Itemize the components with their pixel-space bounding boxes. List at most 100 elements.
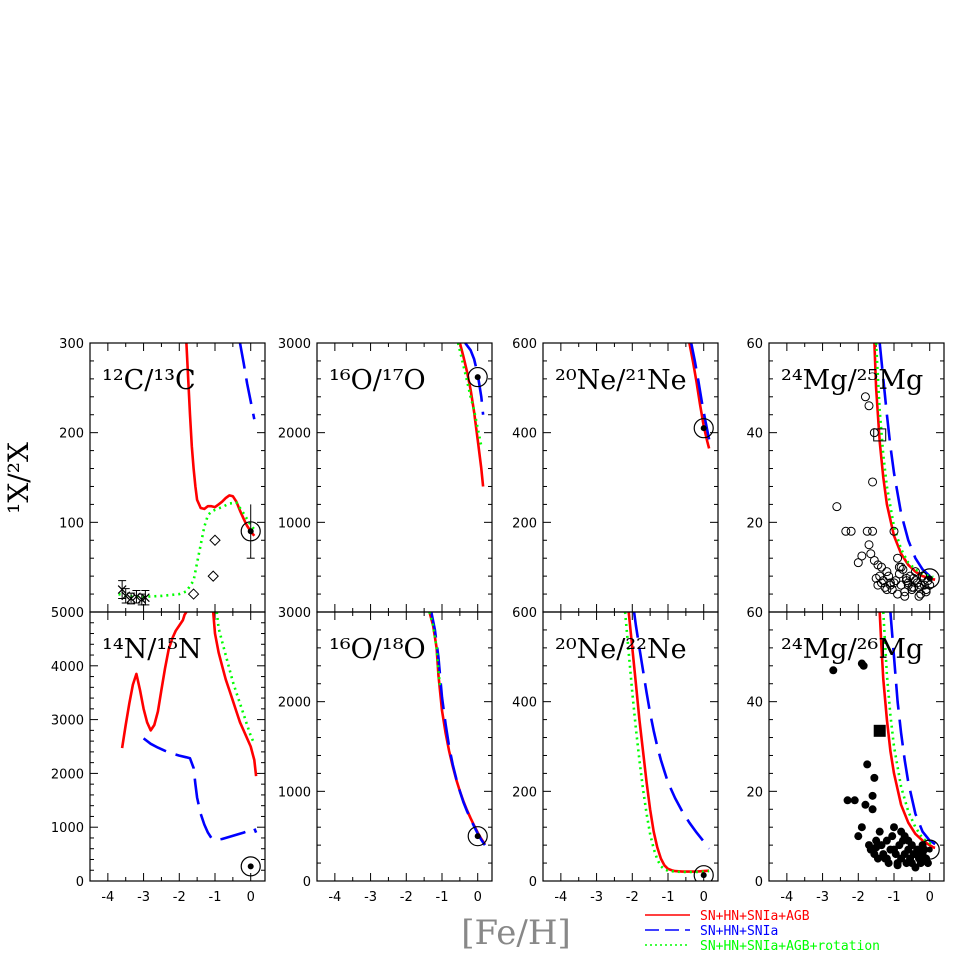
open-circle-marker [889, 578, 899, 588]
filled-circle-marker [859, 661, 868, 670]
panel-title: ²⁴Mg/²⁵Mg [781, 365, 923, 396]
filled-circle-marker [890, 823, 898, 832]
y-tick-label: 200 [512, 516, 537, 531]
filled-circle-marker [843, 796, 852, 805]
x-tick-label: -2 [400, 890, 413, 905]
solar-marker [693, 418, 714, 439]
x-axis-label: [Fe/H] [461, 913, 571, 953]
panel-title: ¹⁶O/¹⁷O [329, 365, 426, 396]
open-circle-marker [832, 502, 842, 512]
y-tick-label: 3000 [278, 606, 311, 621]
cross-error-bar [118, 580, 127, 600]
x-tick-label: 0 [926, 890, 934, 905]
series-line [120, 612, 188, 749]
series-line [464, 343, 485, 415]
panel-o16-o17: 1000 2000 3000 ¹⁶O/¹⁷O [278, 337, 493, 613]
open-circle-marker [860, 392, 870, 402]
open-circle-marker [894, 562, 904, 572]
diamond-marker [207, 570, 219, 582]
series-line [238, 343, 256, 420]
series-line [688, 343, 711, 449]
x-tick-label: -4 [328, 890, 341, 905]
diamond-marker [187, 588, 200, 600]
filled-circle-marker [861, 800, 870, 809]
open-circle-marker [864, 401, 874, 411]
series-line [627, 612, 710, 873]
open-circle-marker [877, 578, 886, 588]
series-line [185, 343, 256, 537]
y-tick-label: 60 [746, 337, 763, 352]
panel-frame [768, 611, 945, 882]
filled-circle-marker [868, 791, 877, 800]
filled-circle-marker [850, 796, 859, 805]
legend-entry: SN+HN+SNIa+AGB+rotation [700, 939, 880, 954]
panel-title: ¹²C/¹³C [102, 365, 196, 396]
x-tick-label: -4 [780, 890, 793, 905]
series-line [458, 343, 485, 487]
series-line [430, 612, 486, 846]
x-tick-label: -4 [101, 890, 114, 905]
panel-mg24-mg26: 0 20 40 60 -4 -3 -2 -1 0 ²⁴Mg/²⁶Mg [746, 606, 945, 905]
filled-circle-marker [872, 843, 881, 852]
filled-circle-marker [893, 861, 902, 870]
filled-circle-marker [863, 760, 872, 769]
x-tick-label: -2 [626, 890, 639, 905]
y-tick-label: 40 [746, 427, 763, 442]
y-tick-label: 4000 [51, 660, 84, 675]
diamond-marker [209, 534, 221, 546]
plot-area [456, 343, 488, 487]
cross-error-bar [127, 592, 136, 605]
series-line [118, 501, 256, 599]
x-tick-label: 0 [700, 890, 708, 905]
x-tick-label: -1 [888, 890, 901, 905]
x-tick-label: -3 [816, 890, 829, 905]
open-circle-marker [902, 573, 911, 583]
x-tick-label: -4 [554, 890, 567, 905]
solar-marker-dot [247, 528, 254, 535]
y-tick-label: 600 [512, 337, 537, 352]
open-circle-marker [910, 567, 920, 577]
open-circle-marker [910, 576, 920, 586]
plot-area [829, 612, 940, 872]
panel-o16-o18: 0 1000 2000 3000 -4 -3 -2 -1 0 ¹⁶O/¹⁸O [278, 606, 493, 905]
x-tick-label: -3 [364, 890, 377, 905]
cross-error-bar [132, 589, 141, 604]
open-circle-marker [869, 428, 879, 438]
filled-circle-marker [923, 859, 932, 868]
panel-ne20-ne22: 0 200 400 600 -4 -3 -2 -1 0 ²⁰Ne/²²Ne [512, 606, 719, 905]
panel-ne20-ne21: 200 400 600 ²⁰Ne/²¹Ne [512, 337, 719, 613]
legend-entry: SN+HN+SNIa [700, 924, 778, 939]
series-line [456, 343, 483, 447]
y-tick-label: 0 [529, 875, 537, 890]
solar-marker-dot [926, 575, 933, 582]
solar-marker [467, 826, 488, 847]
series-line [878, 343, 936, 581]
solar-marker-dot [700, 425, 707, 432]
y-tick-label: 400 [512, 696, 537, 711]
solar-marker [693, 865, 714, 881]
panel-n14-n15: 0 1000 2000 3000 4000 5000 -4 -3 -2 -1 0 ¹⁴N/¹⁵N [51, 606, 266, 905]
filled-circle-marker [888, 832, 897, 841]
cross-error-bar [121, 588, 130, 604]
solar-marker [240, 856, 261, 877]
y-tick-label: 20 [746, 516, 763, 531]
filled-circle-marker [875, 827, 884, 836]
filled-circle-marker [890, 845, 898, 854]
open-circle-marker [846, 526, 856, 536]
plot-area [428, 612, 488, 847]
y-tick-label: 200 [512, 785, 537, 800]
y-tick-label: 5000 [51, 606, 84, 621]
y-axis-label: ¹X/²X [2, 442, 35, 514]
open-circle-marker [862, 526, 872, 536]
series-line [215, 612, 256, 745]
solar-marker-dot [474, 833, 481, 840]
filled-circle-marker [870, 850, 879, 859]
solar-marker-dot [474, 374, 481, 381]
legend-entry: SN+HN+SNIa+AGB [700, 909, 810, 924]
panel-frame [542, 611, 719, 882]
series-line [632, 612, 711, 850]
filled-circle-marker [857, 823, 866, 832]
panel-title: ²⁰Ne/²²Ne [555, 634, 687, 665]
filled-circle-marker [854, 832, 863, 841]
